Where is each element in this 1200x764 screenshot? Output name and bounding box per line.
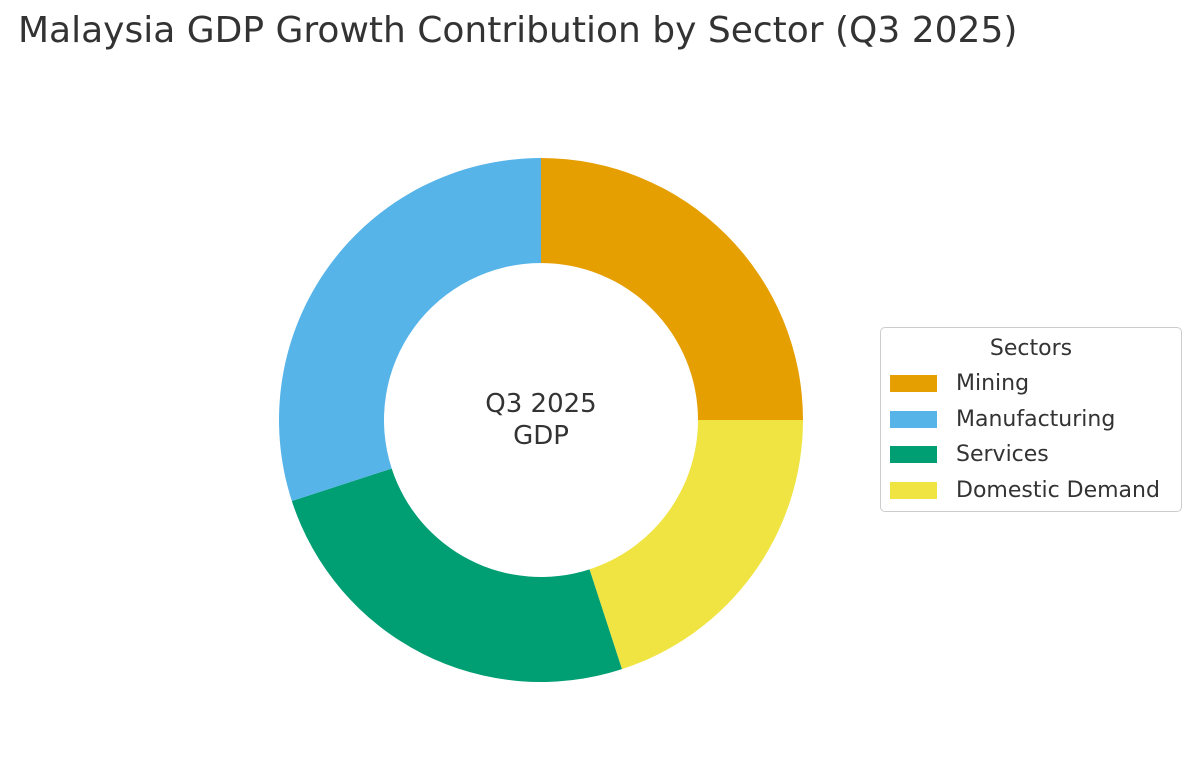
center-label-line-2: GDP [513, 421, 569, 451]
legend-item-mining: Mining [881, 366, 1181, 402]
legend-label-domestic-demand: Domestic Demand [956, 477, 1160, 503]
legend-item-domestic-demand: Domestic Demand [881, 473, 1181, 509]
slice-manufacturing [278, 158, 541, 501]
slice-mining [541, 158, 803, 420]
legend-label-services: Services [956, 442, 1049, 468]
legend-swatch-domestic-demand [890, 481, 937, 499]
legend-item-services: Services [881, 437, 1181, 473]
legend-swatch-mining [890, 375, 937, 393]
chart-title: Malaysia GDP Growth Contribution by Sect… [18, 10, 1018, 51]
legend-title: Sectors [989, 336, 1073, 361]
legend-swatch-services [890, 446, 937, 464]
slice-domestic-demand [589, 420, 804, 670]
slice-services [291, 468, 622, 682]
legend-item-manufacturing: Manufacturing [881, 402, 1181, 438]
legend-label-mining: Mining [956, 371, 1030, 397]
donut-slices [278, 158, 804, 682]
legend-label-manufacturing: Manufacturing [956, 406, 1116, 432]
legend-swatch-manufacturing [890, 410, 937, 428]
legend: Sectors Mining Manufacturing Services Do… [880, 327, 1182, 512]
center-label-line-1: Q3 2025 [485, 389, 596, 419]
